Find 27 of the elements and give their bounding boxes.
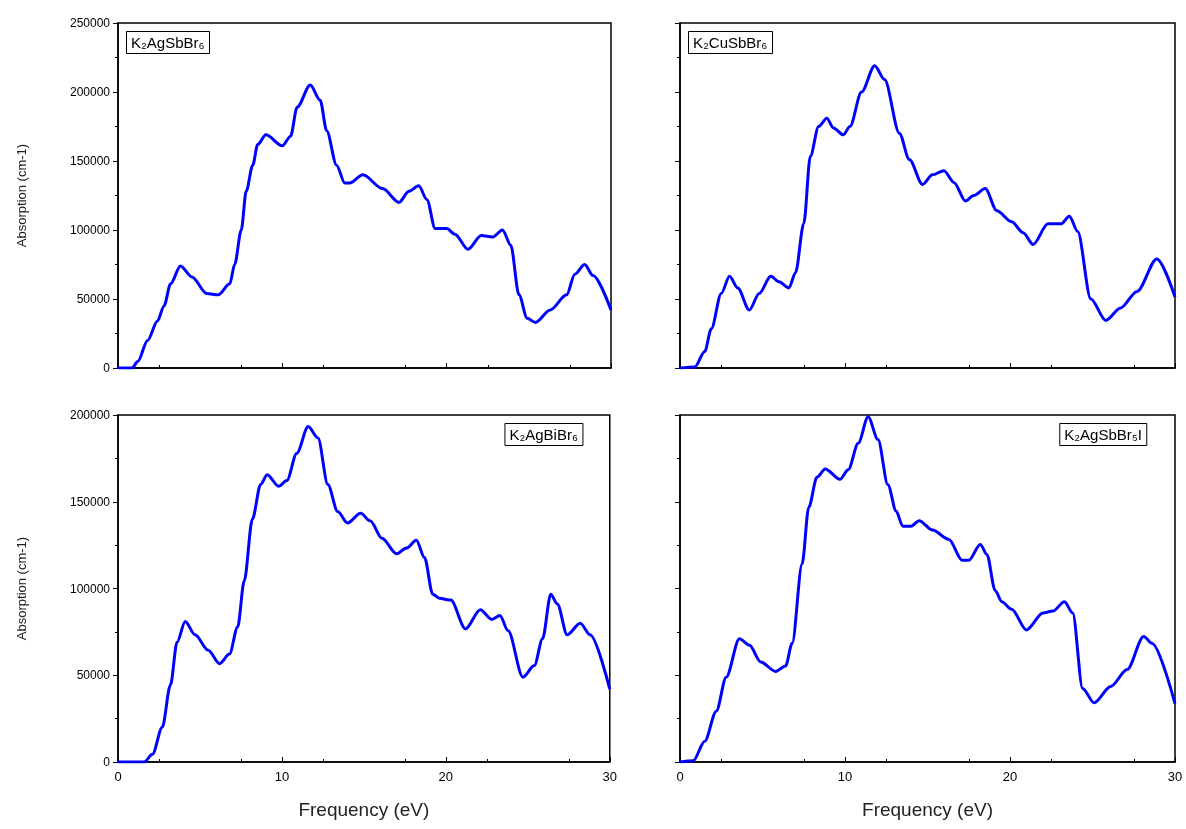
y-tick-label: 100000 [69,223,111,237]
y-tick-label: 100000 [69,581,111,596]
x-axis-title: Frequency (eV) [862,799,993,820]
y-tick-label: 150000 [69,494,111,509]
y-axis-title: Absorption (cm-1) [14,536,29,641]
text: K₂AgSbBr₅I [1064,426,1142,443]
x-tick-label: 10 [837,769,853,784]
x-tick-label: 20 [438,769,454,784]
x-tick-label: 0 [676,769,684,784]
y-tick-label: 50000 [76,668,111,683]
y-axis-title: Absorption (cm-1) [14,143,29,248]
text: K₂AgSbBr₆ [131,34,205,51]
y-tick-label: 0 [103,755,111,769]
x-axis-title: Frequency (eV) [298,799,430,820]
y-tick-label: 200000 [69,408,111,422]
x-tick-label: 20 [1002,769,1018,784]
text: K₂CuSbBr₆ [693,34,768,51]
x-tick-label: 0 [114,769,122,784]
x-tick-label: 10 [274,769,290,784]
y-tick-label: 0 [103,361,111,375]
y-tick-label: 250000 [69,16,111,30]
y-tick-label: 150000 [69,154,111,168]
text: K₂AgBiBr₆ [509,426,578,443]
y-tick-label: 50000 [76,292,111,306]
y-tick-label: 200000 [69,85,111,99]
x-tick-label: 30 [1167,769,1183,784]
x-tick-label: 30 [602,769,617,784]
